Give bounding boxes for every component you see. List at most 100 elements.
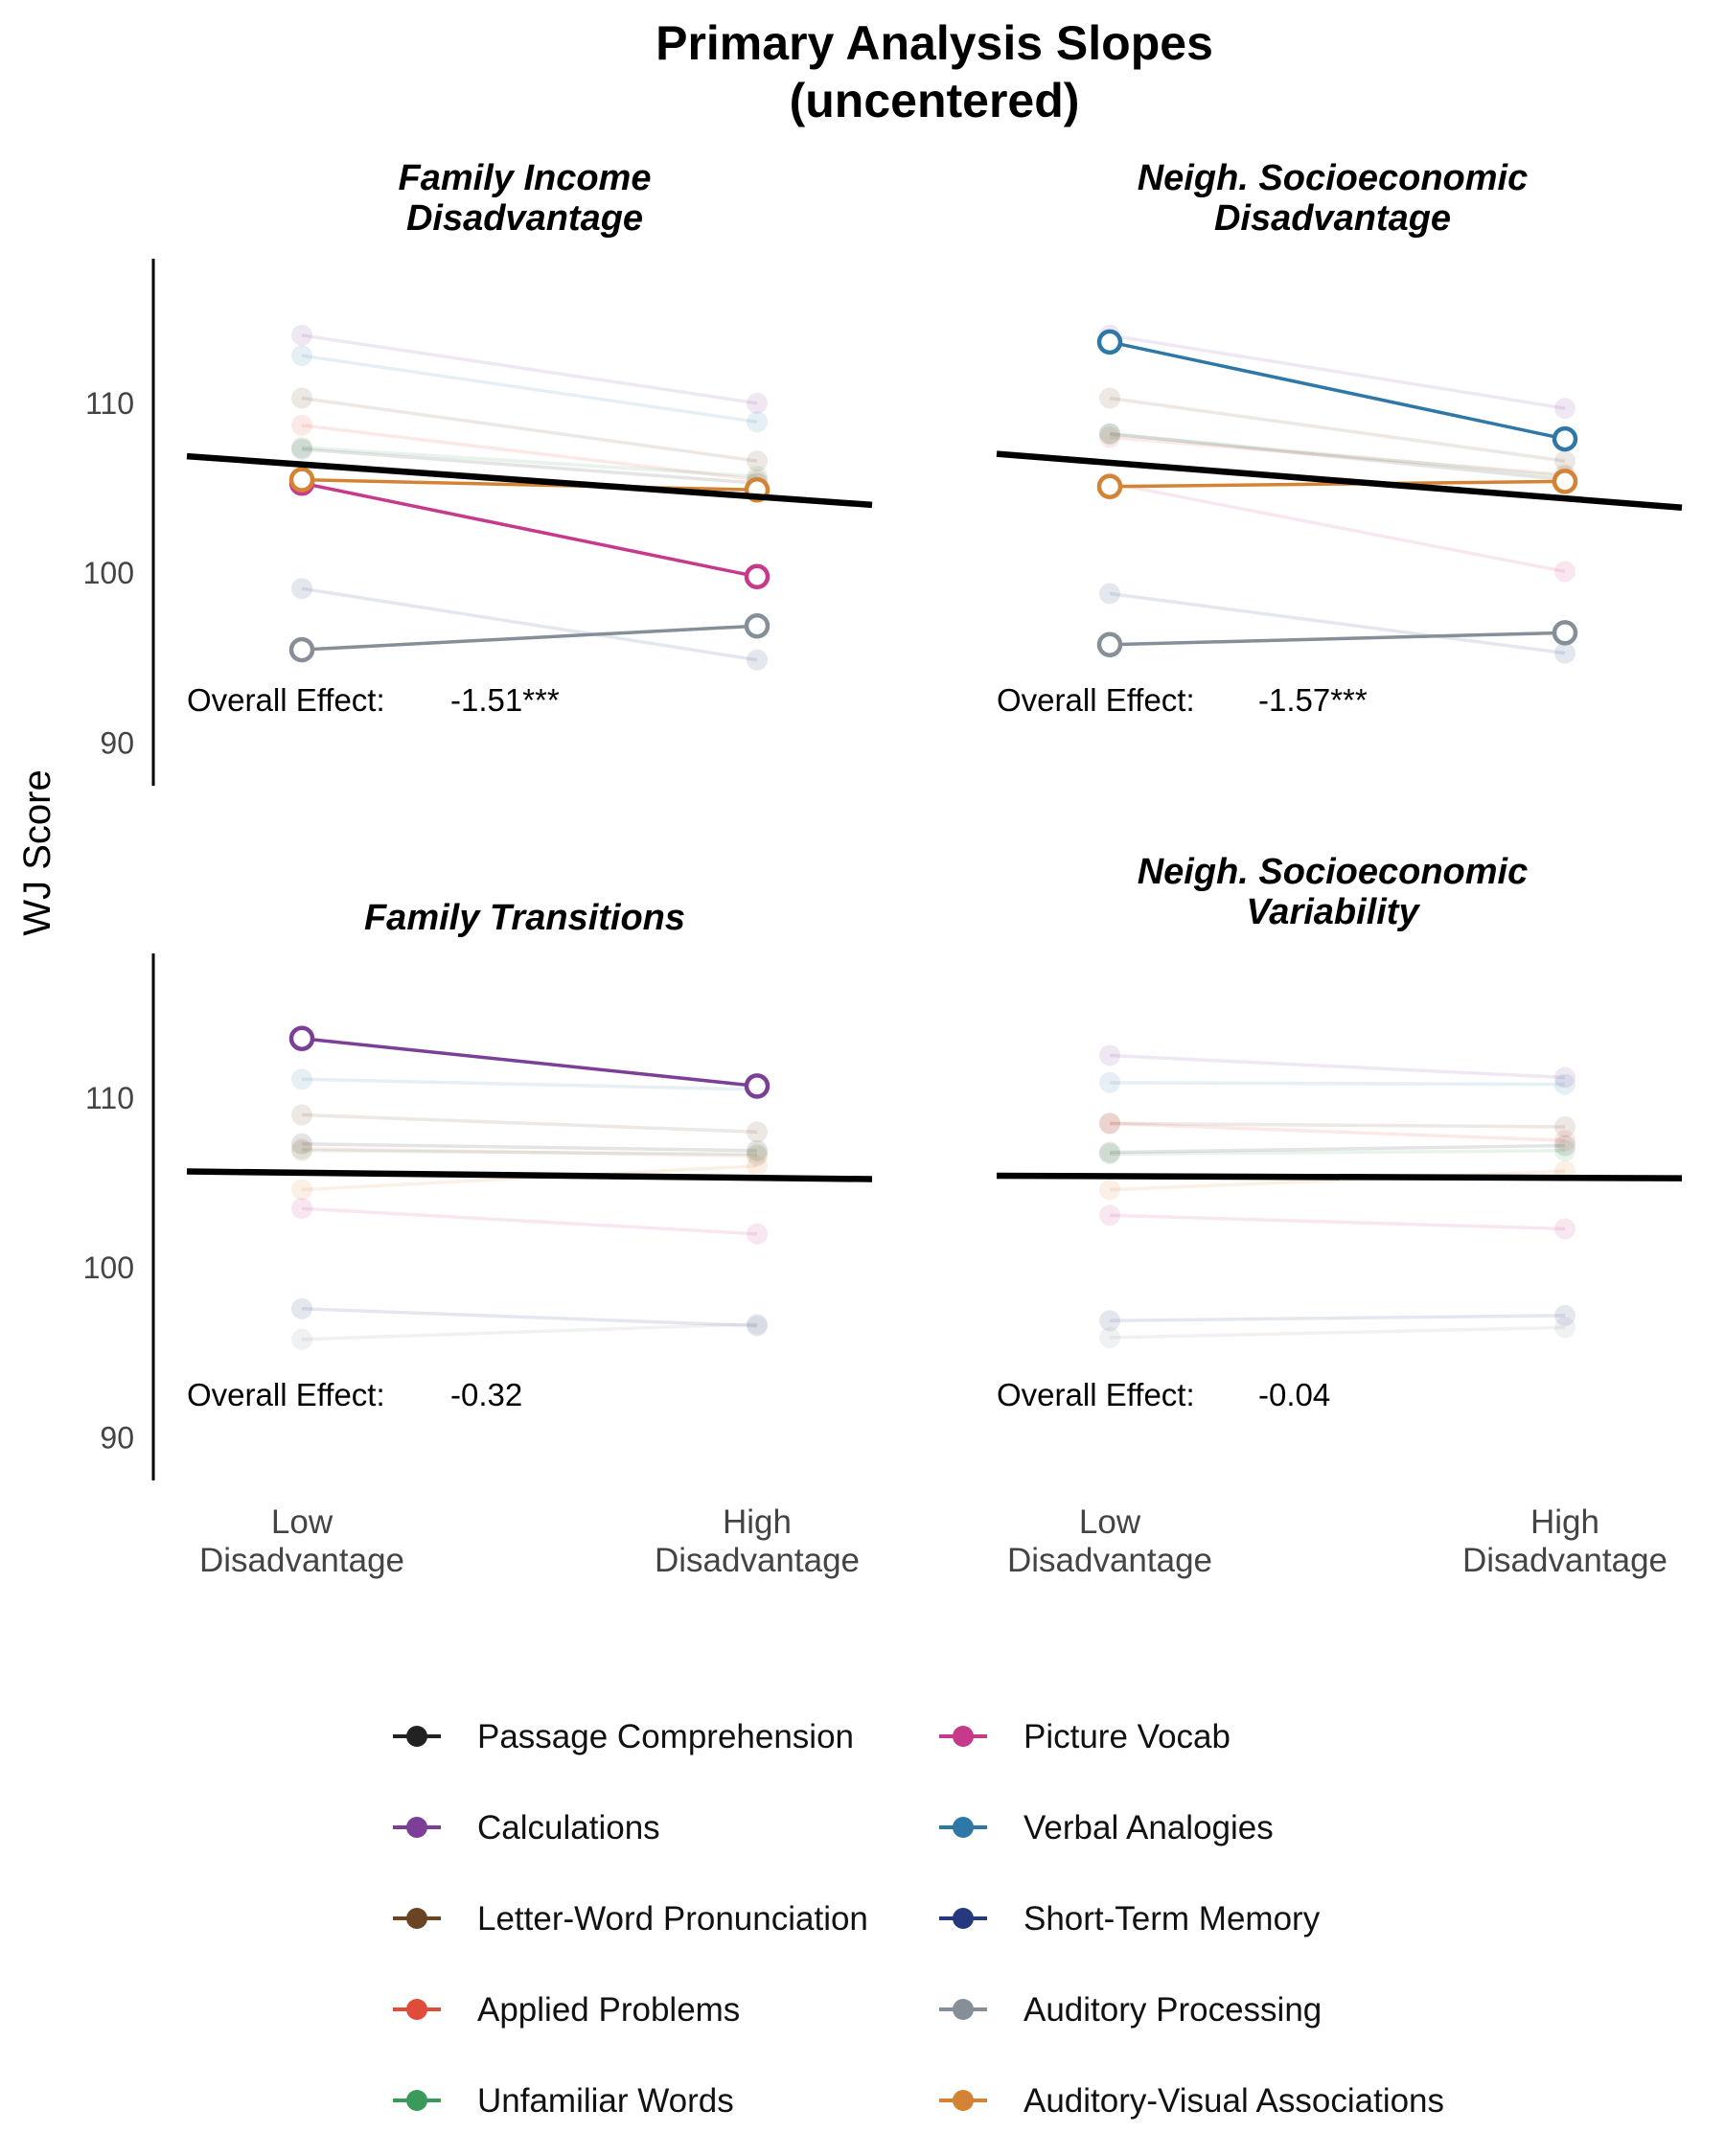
series-point bbox=[744, 563, 770, 590]
legend: Passage Comprehension Calculations Letter-… bbox=[393, 1718, 1444, 2120]
overall-effect-line bbox=[996, 450, 1683, 511]
series-point bbox=[1096, 329, 1123, 356]
series-point bbox=[291, 578, 312, 600]
legend-label: Unfamiliar Words bbox=[477, 2082, 734, 2120]
series-short-term-memory bbox=[291, 578, 768, 671]
series-point bbox=[1554, 1304, 1576, 1326]
series-point bbox=[1554, 1218, 1576, 1240]
series-line bbox=[1109, 431, 1566, 478]
series-line bbox=[301, 1112, 758, 1135]
series-point bbox=[1099, 1143, 1120, 1165]
legend-item: Unfamiliar Words bbox=[393, 2082, 734, 2120]
series-short-term-memory bbox=[291, 1297, 768, 1337]
series-line bbox=[301, 481, 758, 579]
panel-title: Family Transitions bbox=[364, 898, 685, 938]
series-point bbox=[291, 1138, 312, 1160]
series-point bbox=[291, 436, 312, 458]
y-tick-label: 100 bbox=[83, 556, 134, 590]
series-line bbox=[301, 624, 758, 652]
series-point bbox=[1099, 426, 1120, 448]
series-point bbox=[747, 1121, 768, 1143]
series-line bbox=[1109, 1314, 1566, 1322]
series-line bbox=[301, 333, 758, 405]
overall-effect-value: -1.51*** bbox=[450, 682, 560, 718]
series-line bbox=[301, 1077, 758, 1091]
panel-title: Neigh. Socioeconomic bbox=[1138, 158, 1529, 198]
x-tick-label: High bbox=[1530, 1503, 1599, 1541]
series-auditory-processing bbox=[288, 612, 770, 663]
series-point bbox=[747, 1143, 768, 1165]
legend-label: Verbal Analogies bbox=[1024, 1809, 1274, 1846]
series-line bbox=[301, 1149, 758, 1157]
panels: Family IncomeDisadvantage90100110Overall… bbox=[83, 158, 1683, 1579]
legend-label: Applied Problems bbox=[477, 1991, 740, 2029]
series-point bbox=[1554, 642, 1576, 664]
series-point bbox=[1554, 561, 1576, 583]
series-unfamiliar-words bbox=[1099, 423, 1576, 488]
series-point bbox=[1099, 423, 1120, 445]
series-line bbox=[1109, 1121, 1566, 1129]
series-applied-problems bbox=[291, 1138, 768, 1167]
y-axis-title: WJ Score bbox=[16, 769, 58, 935]
series-letter-word-pronunciation bbox=[291, 387, 768, 472]
series-line bbox=[301, 396, 758, 463]
series-point bbox=[1099, 1112, 1120, 1135]
overall-effect-label: Overall Effect: bbox=[997, 682, 1195, 718]
series-verbal-analogies bbox=[291, 345, 768, 433]
series-line bbox=[1109, 1143, 1566, 1155]
series-calculations bbox=[288, 1025, 770, 1099]
series-line bbox=[301, 446, 758, 478]
legend-item: Applied Problems bbox=[393, 1991, 740, 2029]
series-point bbox=[1096, 473, 1123, 499]
series-point bbox=[1554, 1115, 1576, 1137]
series-point bbox=[1099, 423, 1120, 445]
series-point bbox=[747, 450, 768, 472]
series-point bbox=[1554, 1135, 1576, 1157]
chart-title-line-2: (uncentered) bbox=[790, 74, 1080, 127]
series-point bbox=[747, 1139, 768, 1161]
series-point bbox=[291, 414, 312, 436]
series-picture-vocab bbox=[1099, 472, 1576, 583]
series-letter-word-pronunciation bbox=[291, 1104, 768, 1143]
panel-title: Disadvantage bbox=[1214, 198, 1451, 239]
legend-swatch-point bbox=[406, 2090, 427, 2111]
series-point bbox=[1552, 620, 1578, 646]
panel-title: Disadvantage bbox=[406, 198, 643, 239]
overall-effect-value: -0.04 bbox=[1258, 1377, 1330, 1412]
legend-item: Short-Term Memory bbox=[939, 1900, 1321, 1938]
x-tick-label: Disadvantage bbox=[1007, 1542, 1212, 1579]
series-short-term-memory bbox=[1099, 583, 1576, 664]
series-point bbox=[288, 467, 315, 493]
series-line bbox=[1109, 1325, 1566, 1340]
series-point bbox=[291, 1133, 312, 1155]
series-line bbox=[301, 1036, 758, 1089]
legend-label: Short-Term Memory bbox=[1024, 1900, 1321, 1938]
series-line bbox=[301, 1141, 758, 1153]
series-passage-comprehension bbox=[1099, 1135, 1576, 1163]
legend-label: Letter-Word Pronunciation bbox=[477, 1900, 868, 1938]
series-auditory-processing bbox=[291, 1313, 768, 1350]
legend-item: Calculations bbox=[393, 1809, 660, 1846]
overall-effect-label: Overall Effect: bbox=[187, 682, 385, 718]
series-point bbox=[291, 1297, 312, 1319]
legend-swatch-point bbox=[953, 1999, 974, 2020]
series-point bbox=[744, 612, 770, 639]
series-line bbox=[1109, 333, 1566, 410]
series-point bbox=[1552, 469, 1578, 494]
legend-swatch-point bbox=[406, 1817, 427, 1838]
legend-swatch-point bbox=[953, 2090, 974, 2111]
series-line bbox=[301, 424, 758, 482]
series-point bbox=[291, 1198, 312, 1220]
x-tick-label: High bbox=[723, 1503, 792, 1541]
series-point bbox=[291, 324, 312, 346]
legend-item: Passage Comprehension bbox=[393, 1718, 854, 1755]
series-letter-word-pronunciation bbox=[1099, 1112, 1576, 1137]
series-point bbox=[1096, 631, 1123, 657]
series-picture-vocab bbox=[1099, 1204, 1576, 1240]
series-line bbox=[1109, 1213, 1566, 1231]
series-line bbox=[1109, 1121, 1566, 1142]
series-line bbox=[1109, 1081, 1566, 1087]
series-verbal-analogies bbox=[1099, 1071, 1576, 1095]
panel-title: Neigh. Socioeconomic bbox=[1138, 852, 1529, 892]
